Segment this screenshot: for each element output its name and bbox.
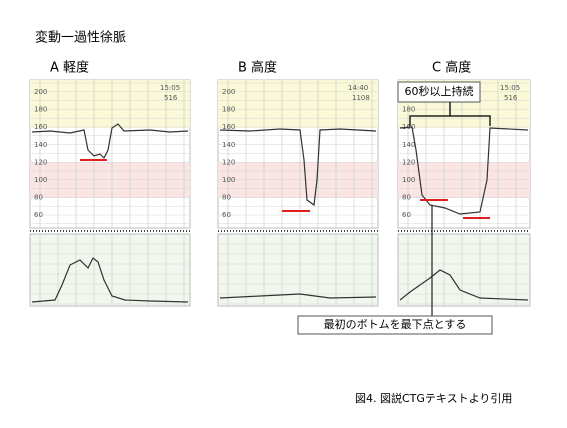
callout-text: 60秒以上持続 <box>405 84 474 98</box>
scale-label: 60 <box>222 211 231 219</box>
strip-time: 15:05 <box>160 84 180 92</box>
scale-label: 120 <box>402 158 415 166</box>
figure-title: 変動一過性徐脈 <box>35 30 126 46</box>
strip-time: 14:40 <box>348 84 368 92</box>
scale-label: 140 <box>402 141 415 149</box>
strip-code: 1108 <box>352 94 370 102</box>
strip-code: 516 <box>504 94 518 102</box>
scale-label: 60 <box>402 211 411 219</box>
fhr-trace <box>399 126 529 215</box>
callout-box <box>397 81 481 103</box>
upper-band <box>30 80 190 128</box>
scale-label: 200 <box>34 88 47 96</box>
bottom-marks <box>80 159 490 219</box>
strips: 200 180 160 140 120 100 80 60 15:05 516 200 180 160 1… <box>29 79 531 307</box>
toco-trace <box>219 293 377 299</box>
scale-label: 120 <box>34 158 47 166</box>
scale-label: 100 <box>222 176 235 184</box>
callout-box <box>297 315 493 335</box>
upper-band <box>218 80 378 128</box>
scale-label: 180 <box>34 106 47 114</box>
scale-label: 80 <box>402 194 411 202</box>
scale-label: 80 <box>34 194 43 202</box>
scale-label: 160 <box>222 123 235 131</box>
scale-label: 140 <box>34 141 47 149</box>
scale-label: 100 <box>402 176 415 184</box>
scale-label: 180 <box>402 106 415 114</box>
caption: 図4. 図説CTGテキストより引用 <box>355 391 512 405</box>
toco-area <box>397 233 531 307</box>
toco-trace <box>31 257 189 303</box>
panel-label: B 高度 <box>238 60 277 76</box>
scale-label: 200 <box>222 88 235 96</box>
traces <box>31 123 529 303</box>
scale-label: 140 <box>222 141 235 149</box>
scale-label: 60 <box>34 211 43 219</box>
scale-label: 80 <box>222 194 231 202</box>
bracket <box>409 102 491 126</box>
toco-trace <box>399 269 529 301</box>
fhr-trace <box>219 128 377 207</box>
scale-label: 180 <box>222 106 235 114</box>
fhr-trace <box>31 123 189 160</box>
strip-time: 15:05 <box>500 84 520 92</box>
scale-label: 100 <box>34 176 47 184</box>
scale-label: 120 <box>222 158 235 166</box>
panel-label: C 高度 <box>432 60 471 76</box>
strip-code: 516 <box>164 94 178 102</box>
callout-text: 最初のボトムを最下点とする <box>324 317 467 331</box>
panel-label: A 軽度 <box>50 60 89 76</box>
scale-label: 160 <box>34 123 47 131</box>
